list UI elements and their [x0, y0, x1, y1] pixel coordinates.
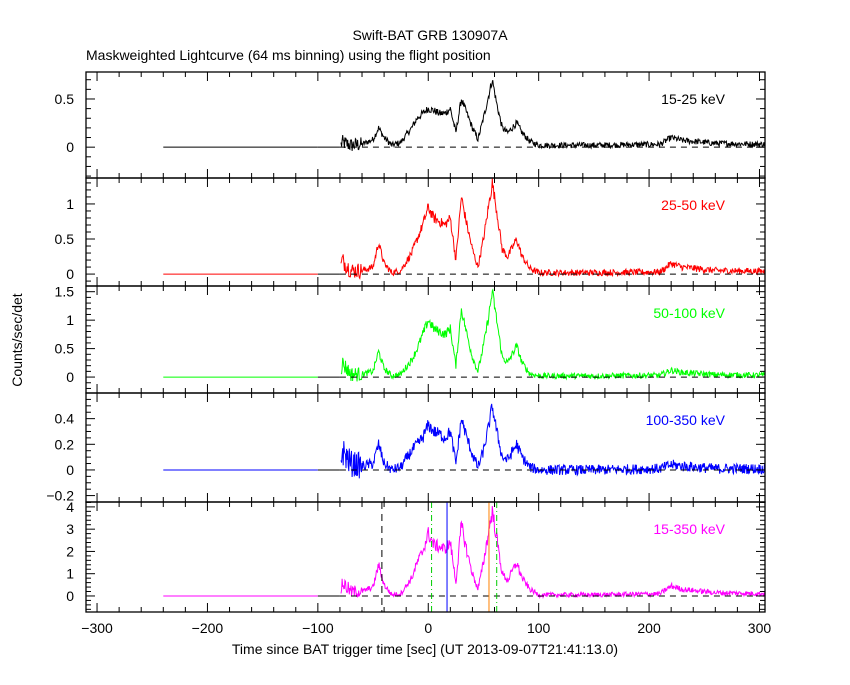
- y-tick-label: −0.2: [46, 488, 74, 504]
- x-tick-label: 200: [637, 620, 661, 636]
- y-tick-label: 0.5: [55, 91, 75, 107]
- y-tick-label: 0.5: [55, 231, 75, 247]
- chart-title: Swift-BAT GRB 130907A: [352, 27, 508, 43]
- lightcurve-series: [340, 288, 765, 382]
- x-tick-label: 300: [748, 620, 772, 636]
- x-tick-label: −300: [81, 620, 113, 636]
- panel-15-25-kev: 0 0.5 15-25 keV: [55, 71, 766, 179]
- y-tick-label: 0: [66, 462, 74, 478]
- band-label: 15-350 keV: [653, 521, 725, 537]
- y-tick-label: 0: [66, 139, 74, 155]
- y-tick-label: 0.5: [55, 341, 75, 357]
- panel-frame: [85, 501, 766, 613]
- y-tick-label: 3: [66, 521, 74, 537]
- y-tick-label: 0.4: [55, 411, 75, 427]
- y-tick-label: 0: [66, 369, 74, 385]
- y-tick-label: 1: [66, 566, 74, 582]
- x-axis-label: Time since BAT trigger time [sec] (UT 20…: [232, 641, 618, 657]
- chart-subtitle: Maskweighted Lightcurve (64 ms binning) …: [86, 47, 491, 63]
- x-tick-label: 0: [424, 620, 432, 636]
- band-label: 25-50 keV: [661, 197, 725, 213]
- y-tick-label: 2: [66, 543, 74, 559]
- panel-frame: [85, 71, 766, 179]
- x-tick-label: 100: [527, 620, 551, 636]
- y-tick-label: 0.2: [55, 436, 75, 452]
- panel-25-50-kev: 0 0.5 1 25-50 keV: [55, 177, 766, 287]
- y-tick-label: 1: [66, 312, 74, 328]
- lightcurve-series: [340, 505, 765, 600]
- y-tick-label: 1.5: [55, 284, 75, 300]
- y-tick-label: 0: [66, 266, 74, 282]
- panel-50-100-kev: 0 0.5 1 1.5 50-100 keV: [55, 284, 766, 394]
- panel-frame: [85, 392, 766, 503]
- y-tick-label: 1: [66, 196, 74, 212]
- band-label: 100-350 keV: [646, 412, 726, 428]
- y-tick-label: 4: [66, 499, 74, 515]
- lightcurve-series: [340, 178, 765, 280]
- band-label: 50-100 keV: [653, 305, 725, 321]
- panel-100-350-kev: −0.2 0 0.2 0.4 100-350 keV: [46, 392, 766, 504]
- panel-15-350-kev: 0 1 2 3 4 15-350 keV: [66, 499, 766, 613]
- band-label: 15-25 keV: [661, 91, 725, 107]
- x-tick-label: −100: [302, 620, 334, 636]
- y-axis-label: Counts/sec/det: [9, 293, 25, 386]
- y-tick-label: 0: [66, 588, 74, 604]
- x-tick-label: −200: [192, 620, 224, 636]
- lightcurve-series: [340, 403, 765, 479]
